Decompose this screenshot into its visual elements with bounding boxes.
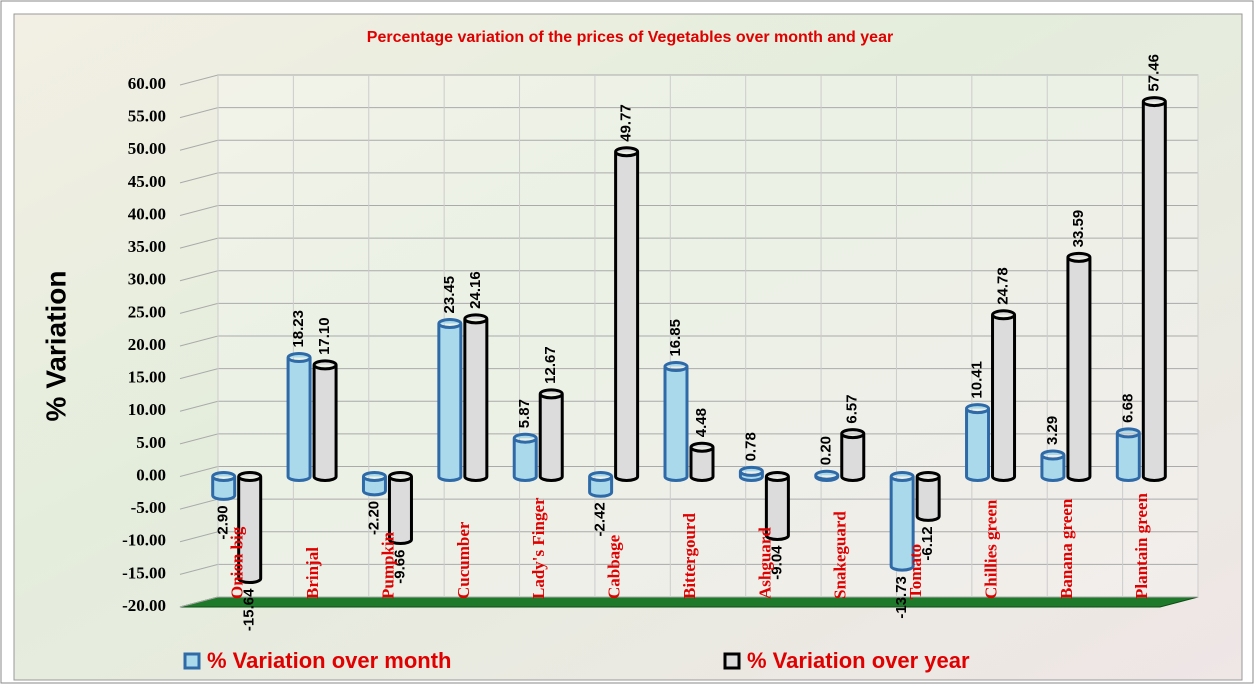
legend-swatch xyxy=(183,652,201,670)
bar xyxy=(361,471,387,497)
bar xyxy=(1115,427,1141,482)
value-label: -6.12 xyxy=(919,526,936,560)
bar xyxy=(437,318,463,482)
value-label: 0.20 xyxy=(818,436,835,465)
value-label: 12.67 xyxy=(542,346,559,384)
value-label: -15.64 xyxy=(241,588,258,631)
y-tick-label: 25.00 xyxy=(128,302,166,321)
bar xyxy=(512,432,538,482)
legend-label: % Variation over year xyxy=(747,648,970,673)
y-tick-label: 10.00 xyxy=(128,400,166,419)
y-tick-label: 40.00 xyxy=(128,204,166,223)
y-tick-label: -20.00 xyxy=(122,596,166,615)
value-label: 49.77 xyxy=(618,104,635,142)
legend-label: % Variation over month xyxy=(207,648,452,673)
bar xyxy=(738,465,764,482)
chart-title: Percentage variation of the prices of Ve… xyxy=(367,29,893,46)
value-label: 6.68 xyxy=(1119,394,1136,423)
bar xyxy=(1066,251,1092,482)
bar xyxy=(889,471,915,572)
value-label: -2.20 xyxy=(365,501,382,535)
x-tick-label: Plantain green xyxy=(1132,493,1151,599)
value-label: 16.85 xyxy=(667,319,684,357)
bar xyxy=(463,313,489,482)
y-tick-label: 60.00 xyxy=(128,74,166,93)
y-tick-label: 50.00 xyxy=(128,139,166,158)
x-tick-label: Brinjal xyxy=(303,547,322,599)
value-label: 10.41 xyxy=(969,361,986,399)
bar xyxy=(1040,449,1066,482)
y-tick-label: 30.00 xyxy=(128,270,166,289)
value-label: -2.42 xyxy=(592,502,609,536)
y-tick-label: 45.00 xyxy=(128,172,166,191)
bar xyxy=(588,471,614,498)
value-label: 17.10 xyxy=(316,317,333,355)
value-label: -9.66 xyxy=(391,550,408,584)
bar xyxy=(840,428,866,482)
value-label: -13.73 xyxy=(893,576,910,619)
bar xyxy=(965,403,991,482)
y-tick-label: -15.00 xyxy=(122,563,166,582)
x-tick-label: Cabbage xyxy=(605,534,624,599)
x-tick-label: Banana green xyxy=(1057,498,1076,599)
y-tick-label: -10.00 xyxy=(122,531,166,550)
bar xyxy=(663,361,689,482)
value-label: 23.45 xyxy=(441,276,458,314)
bar xyxy=(614,146,640,482)
x-tick-label: Ashguard xyxy=(755,527,774,599)
x-tick-label: Cucumber xyxy=(454,521,473,599)
legend-swatch xyxy=(723,652,741,670)
bar xyxy=(237,471,263,585)
y-tick-label: 5.00 xyxy=(136,433,166,452)
x-tick-label: Onion big xyxy=(228,526,247,599)
x-tick-label: Bittergourd xyxy=(680,513,699,599)
bar xyxy=(1141,96,1167,482)
x-tick-label: Snakeguard xyxy=(831,511,850,599)
value-label: 6.57 xyxy=(844,394,861,423)
value-label: 57.46 xyxy=(1145,54,1162,92)
y-tick-label: 55.00 xyxy=(128,107,166,126)
x-tick-label: Lady's Finger xyxy=(529,497,548,599)
y-tick-label: 20.00 xyxy=(128,335,166,354)
value-label: -9.04 xyxy=(768,545,785,580)
value-label: 24.16 xyxy=(467,271,484,309)
bar xyxy=(764,471,790,541)
y-tick-label: 35.00 xyxy=(128,237,166,256)
value-label: 24.78 xyxy=(995,267,1012,305)
value-label: 4.48 xyxy=(693,408,710,437)
y-tick-label: 15.00 xyxy=(128,368,166,387)
bar xyxy=(387,471,413,546)
y-tick-label: 0.00 xyxy=(136,465,166,484)
value-label: 5.87 xyxy=(516,399,533,428)
y-axis-title: % Variation xyxy=(40,271,71,422)
bar xyxy=(991,309,1017,482)
value-label: -2.90 xyxy=(215,505,232,539)
y-tick-label: -5.00 xyxy=(131,498,166,517)
value-label: 0.78 xyxy=(742,432,759,461)
bar xyxy=(286,352,312,482)
value-label: 33.59 xyxy=(1070,210,1087,248)
bar xyxy=(915,471,941,522)
value-label: 3.29 xyxy=(1044,416,1061,445)
bar xyxy=(814,469,840,482)
bar xyxy=(211,471,237,501)
bar xyxy=(689,441,715,482)
value-label: 18.23 xyxy=(290,310,307,348)
bar xyxy=(538,388,564,482)
x-tick-label: Pumpkin xyxy=(378,531,397,599)
x-tick-label: Tomato xyxy=(906,544,925,599)
bar xyxy=(312,359,338,482)
x-tick-label: Chillies green xyxy=(981,499,1000,599)
